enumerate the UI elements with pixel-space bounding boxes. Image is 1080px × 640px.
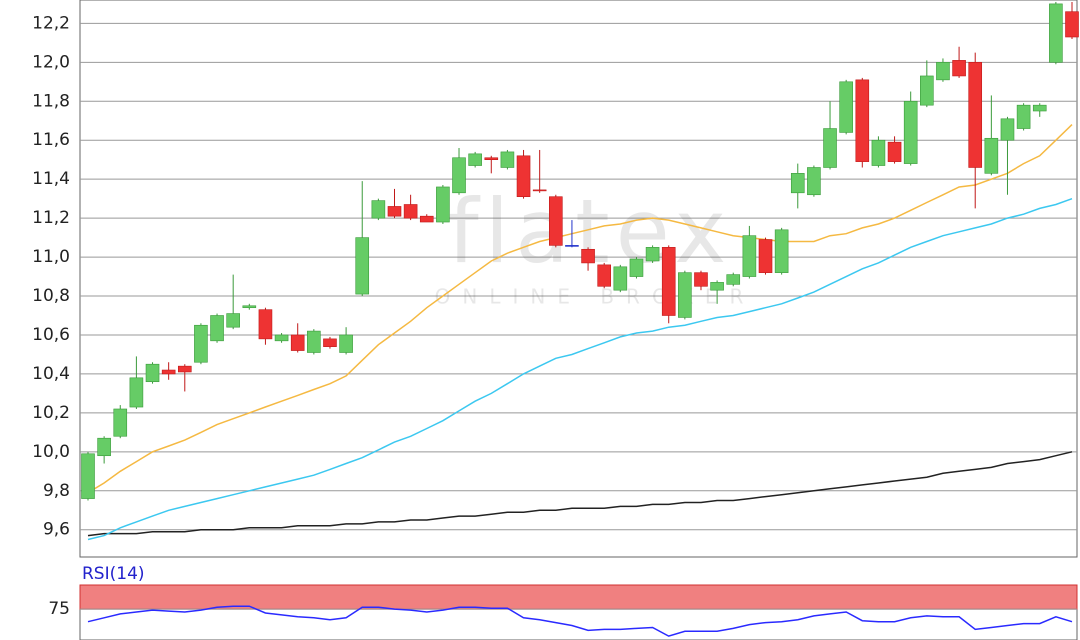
candle-body	[790, 173, 805, 194]
candle-body	[129, 377, 144, 408]
candle-body	[500, 151, 515, 168]
candle-body	[242, 305, 257, 309]
candle-body	[339, 334, 353, 353]
moving-average	[87, 451, 1073, 537]
y-tick-label: 11,6	[32, 130, 70, 150]
candle-body	[177, 365, 192, 373]
y-tick-label: 10,8	[32, 286, 70, 306]
candle-body	[161, 369, 176, 375]
rsi-title: RSI(14)	[82, 564, 145, 584]
watermark-text: flatex	[448, 180, 733, 283]
candle-body	[516, 155, 531, 198]
candle-body	[742, 235, 757, 277]
candle-body	[871, 139, 886, 166]
y-tick-label: 12,0	[32, 52, 70, 72]
candle-body	[532, 189, 547, 192]
candle-body	[307, 330, 321, 353]
overbought-band	[79, 584, 1078, 610]
candle-body	[968, 62, 983, 168]
candle-body	[145, 363, 160, 383]
candle-body	[694, 272, 708, 287]
candle-body	[581, 248, 595, 264]
candle-body	[613, 266, 628, 291]
y-tick-label: 11,2	[32, 208, 70, 228]
candle-body	[371, 200, 386, 219]
y-tick-label: 10,2	[32, 403, 70, 423]
candle-body	[920, 75, 934, 106]
y-tick-label: 10,0	[32, 442, 70, 462]
candle-body	[484, 157, 499, 160]
y-tick-label: 10,6	[32, 325, 70, 345]
candle-body	[452, 157, 466, 194]
candle-body	[355, 237, 370, 295]
watermark-subtext: ONLINE BROKER	[435, 285, 756, 309]
candle-body	[936, 62, 950, 81]
candle-body	[258, 309, 273, 340]
candle-body	[839, 81, 853, 133]
y-tick-label: 12,2	[32, 13, 70, 33]
candle-body	[290, 334, 305, 351]
candle-body	[387, 206, 402, 217]
candle-body	[1016, 104, 1031, 129]
candle-body	[984, 137, 999, 174]
candle-body	[210, 315, 224, 342]
y-tick-label: 75	[48, 599, 70, 619]
candle-body	[903, 100, 918, 164]
candle-body	[1065, 11, 1079, 38]
candle-body	[1032, 104, 1047, 112]
candle-body	[274, 334, 289, 342]
candle-body	[1000, 118, 1015, 141]
y-tick-label: 11,0	[32, 247, 70, 267]
candle-body	[823, 128, 837, 168]
candle-body	[726, 274, 741, 285]
candle-body	[645, 247, 660, 262]
candle-body	[774, 229, 789, 273]
candle-body	[403, 204, 418, 219]
candle-body	[952, 60, 966, 77]
candle-body	[565, 245, 579, 247]
candle-body	[81, 453, 95, 499]
moving-average	[87, 197, 1073, 541]
candle-body	[323, 338, 337, 347]
candle-body	[436, 186, 450, 223]
candle-body	[758, 239, 773, 273]
candle-body	[97, 437, 111, 457]
y-tick-label: 9,6	[43, 520, 70, 540]
candle-body	[597, 264, 611, 287]
candle-body	[629, 258, 644, 277]
candle-body	[194, 324, 208, 363]
y-tick-label: 11,8	[32, 91, 70, 111]
candle-body	[1049, 3, 1063, 63]
candle-body	[419, 215, 434, 223]
y-tick-label: 10,4	[32, 364, 70, 384]
candle-body	[661, 247, 676, 316]
y-tick-label: 11,4	[32, 169, 70, 189]
candle-body	[807, 167, 821, 196]
candle-body	[549, 196, 563, 246]
candle-body	[468, 153, 482, 166]
rsi-line	[87, 605, 1073, 637]
candle-body	[855, 79, 870, 162]
y-tick-label: 9,8	[43, 481, 70, 501]
candle-body	[678, 272, 692, 318]
moving-average	[87, 124, 1073, 494]
candle-body	[710, 282, 724, 291]
candle-body	[887, 141, 902, 162]
candle-body	[113, 408, 128, 437]
candle-body	[226, 313, 240, 328]
